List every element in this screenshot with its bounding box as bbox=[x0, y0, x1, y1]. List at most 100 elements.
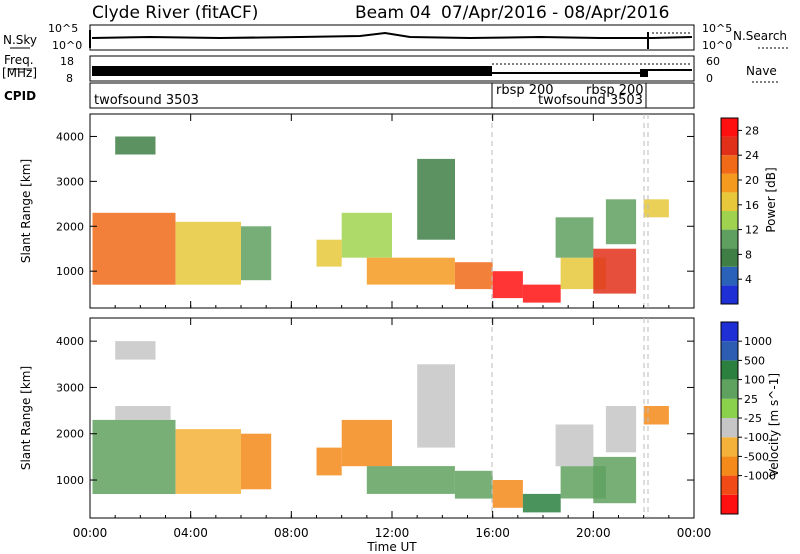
power-colorbar-swatch-6 bbox=[721, 173, 738, 193]
power-colorbar-swatch-0 bbox=[721, 285, 738, 304]
power-colorbar-swatch-2 bbox=[721, 248, 738, 267]
nsky-tick-bottom-right: 10^0 bbox=[702, 39, 732, 52]
power-region-3 bbox=[115, 136, 156, 155]
velocity-colorbar-label-0: 1000 bbox=[744, 335, 772, 348]
power-region-10 bbox=[522, 284, 561, 303]
power-colorbar-label-1: 8 bbox=[745, 248, 752, 261]
power-colorbar-swatch-7 bbox=[721, 155, 738, 174]
velocity-colorbar-label-5: -100 bbox=[744, 431, 769, 444]
power-region-9 bbox=[492, 271, 523, 299]
velocity-region-4 bbox=[115, 341, 156, 360]
velocity-colorbar-swatch-1 bbox=[721, 475, 738, 495]
velocity-colorbar-swatch-7 bbox=[721, 360, 738, 380]
power-colorbar: 4 8 12 16 20 24 28 bbox=[720, 117, 759, 305]
power-colorbar-swatch-9 bbox=[721, 118, 738, 137]
power-colorbar-swatch-8 bbox=[721, 136, 738, 156]
power-region-6 bbox=[366, 257, 455, 285]
velocity-region-3 bbox=[115, 406, 171, 420]
power-ylabel: Slant Range [km] bbox=[19, 159, 33, 263]
power-colorbar-frame bbox=[720, 117, 739, 305]
velocity-region-7 bbox=[366, 466, 455, 494]
velocity-colorbar: 1000 500 100 25 -25 -100 -500 -1000 bbox=[720, 321, 776, 515]
velocity-colorbar-swatch-2 bbox=[721, 456, 738, 476]
velocity-region-2 bbox=[241, 433, 272, 490]
velocity-colorbar-label-7: -1000 bbox=[744, 470, 776, 483]
velocity-colorbar-label-6: -500 bbox=[744, 450, 769, 463]
power-colorbar-swatch-1 bbox=[721, 266, 738, 286]
velocity-colorbar-label-2: 100 bbox=[744, 374, 765, 387]
velocity-ytick-label-0: 1000 bbox=[56, 474, 84, 487]
nsearch-label: N.Search bbox=[733, 29, 787, 43]
x-tick-label-3: 12:00 bbox=[375, 526, 410, 540]
freq-trace-block bbox=[92, 66, 492, 76]
station-title: Clyde River (fitACF) bbox=[92, 3, 258, 23]
velocity-region-5 bbox=[316, 447, 342, 476]
x-tick-label-2: 08:00 bbox=[274, 526, 309, 540]
velocity-colorbar-swatch-5 bbox=[721, 398, 738, 418]
velocity-region-8 bbox=[417, 364, 455, 448]
freq-label-line2: [MHz] bbox=[2, 66, 37, 80]
x-tick-label-6: 00:00 bbox=[677, 526, 712, 540]
velocity-region-1 bbox=[175, 429, 241, 494]
nave-label: Nave bbox=[746, 64, 777, 78]
power-region-5 bbox=[341, 212, 392, 258]
velocity-colorbar-swatch-9 bbox=[721, 322, 738, 342]
power-colorbar-swatch-4 bbox=[721, 211, 738, 230]
power-region-2 bbox=[241, 226, 272, 281]
cpid-segment-2: rbsp 200 bbox=[496, 83, 554, 98]
power-colorbar-swatch-3 bbox=[721, 229, 738, 249]
nsky-label: N.Sky bbox=[3, 33, 37, 47]
velocity-ytick-label-3: 4000 bbox=[56, 335, 84, 348]
power-colorbar-swatch-5 bbox=[721, 192, 738, 211]
power-ytick-label-1: 2000 bbox=[56, 220, 84, 233]
power-axes: 1000 2000 3000 4000 bbox=[56, 114, 695, 308]
power-marks bbox=[92, 136, 669, 303]
nave-tick-bottom: 0 bbox=[706, 72, 713, 85]
power-colorbar-label-6: 28 bbox=[745, 124, 759, 137]
x-tick-label-4: 16:00 bbox=[475, 526, 510, 540]
velocity-colorbar-swatch-8 bbox=[721, 341, 738, 361]
cpid-segment-3: twofsound 3503 bbox=[538, 93, 643, 108]
power-region-13 bbox=[593, 248, 637, 294]
power-region-4 bbox=[316, 239, 342, 267]
power-ytick-label-0: 1000 bbox=[56, 265, 84, 278]
nsky-trace bbox=[91, 31, 693, 40]
velocity-region-14 bbox=[593, 456, 637, 504]
power-colorbar-label-5: 24 bbox=[745, 149, 759, 162]
velocity-ytick-label-2: 3000 bbox=[56, 381, 84, 394]
velocity-colorbar-label-4: -25 bbox=[744, 412, 762, 425]
freq-label-line1: Freq. bbox=[4, 53, 34, 67]
power-region-0 bbox=[92, 212, 176, 285]
power-region-15 bbox=[643, 199, 669, 218]
velocity-marks bbox=[92, 341, 669, 513]
nsky-tick-top-right: 10^5 bbox=[702, 22, 732, 35]
velocity-colorbar-label-3: 25 bbox=[744, 393, 758, 406]
velocity-region-13 bbox=[555, 424, 594, 467]
velocity-colorbar-swatch-3 bbox=[721, 437, 738, 457]
cpid-strip-frame bbox=[89, 82, 695, 109]
date-range: 07/Apr/2016 - 08/Apr/2016 bbox=[441, 3, 669, 23]
power-region-7 bbox=[417, 158, 455, 240]
velocity-region-0 bbox=[92, 419, 176, 494]
freq-tick-top: 18 bbox=[60, 55, 74, 68]
freq-tick-bottom: 8 bbox=[66, 72, 73, 85]
power-colorbar-label-0: 4 bbox=[745, 273, 752, 286]
power-colorbar-label-4: 20 bbox=[745, 174, 759, 187]
cpid-label: CPID bbox=[4, 89, 36, 103]
cpid-segment-4: rbsp 200 bbox=[586, 83, 644, 98]
nsky-tick-top-left: 10^5 bbox=[48, 22, 78, 35]
velocity-colorbar-swatch-6 bbox=[721, 379, 738, 399]
velocity-region-11 bbox=[522, 493, 561, 513]
velocity-colorbar-label-1: 500 bbox=[744, 354, 765, 367]
beam-label: Beam 04 bbox=[355, 3, 431, 23]
velocity-region-16 bbox=[643, 406, 669, 425]
power-region-1 bbox=[175, 221, 241, 285]
power-colorbar-label-3: 16 bbox=[745, 199, 759, 212]
velocity-ylabel: Slant Range [km] bbox=[19, 366, 33, 470]
velocity-region-10 bbox=[492, 480, 523, 508]
velocity-region-15 bbox=[605, 406, 637, 453]
nave-tick-top: 60 bbox=[706, 55, 720, 68]
velocity-axes: 1000 2000 3000 4000 bbox=[56, 318, 695, 518]
power-panel: 1000 2000 3000 4000 Slant Range [km] 4 8 12 16… bbox=[19, 113, 778, 309]
